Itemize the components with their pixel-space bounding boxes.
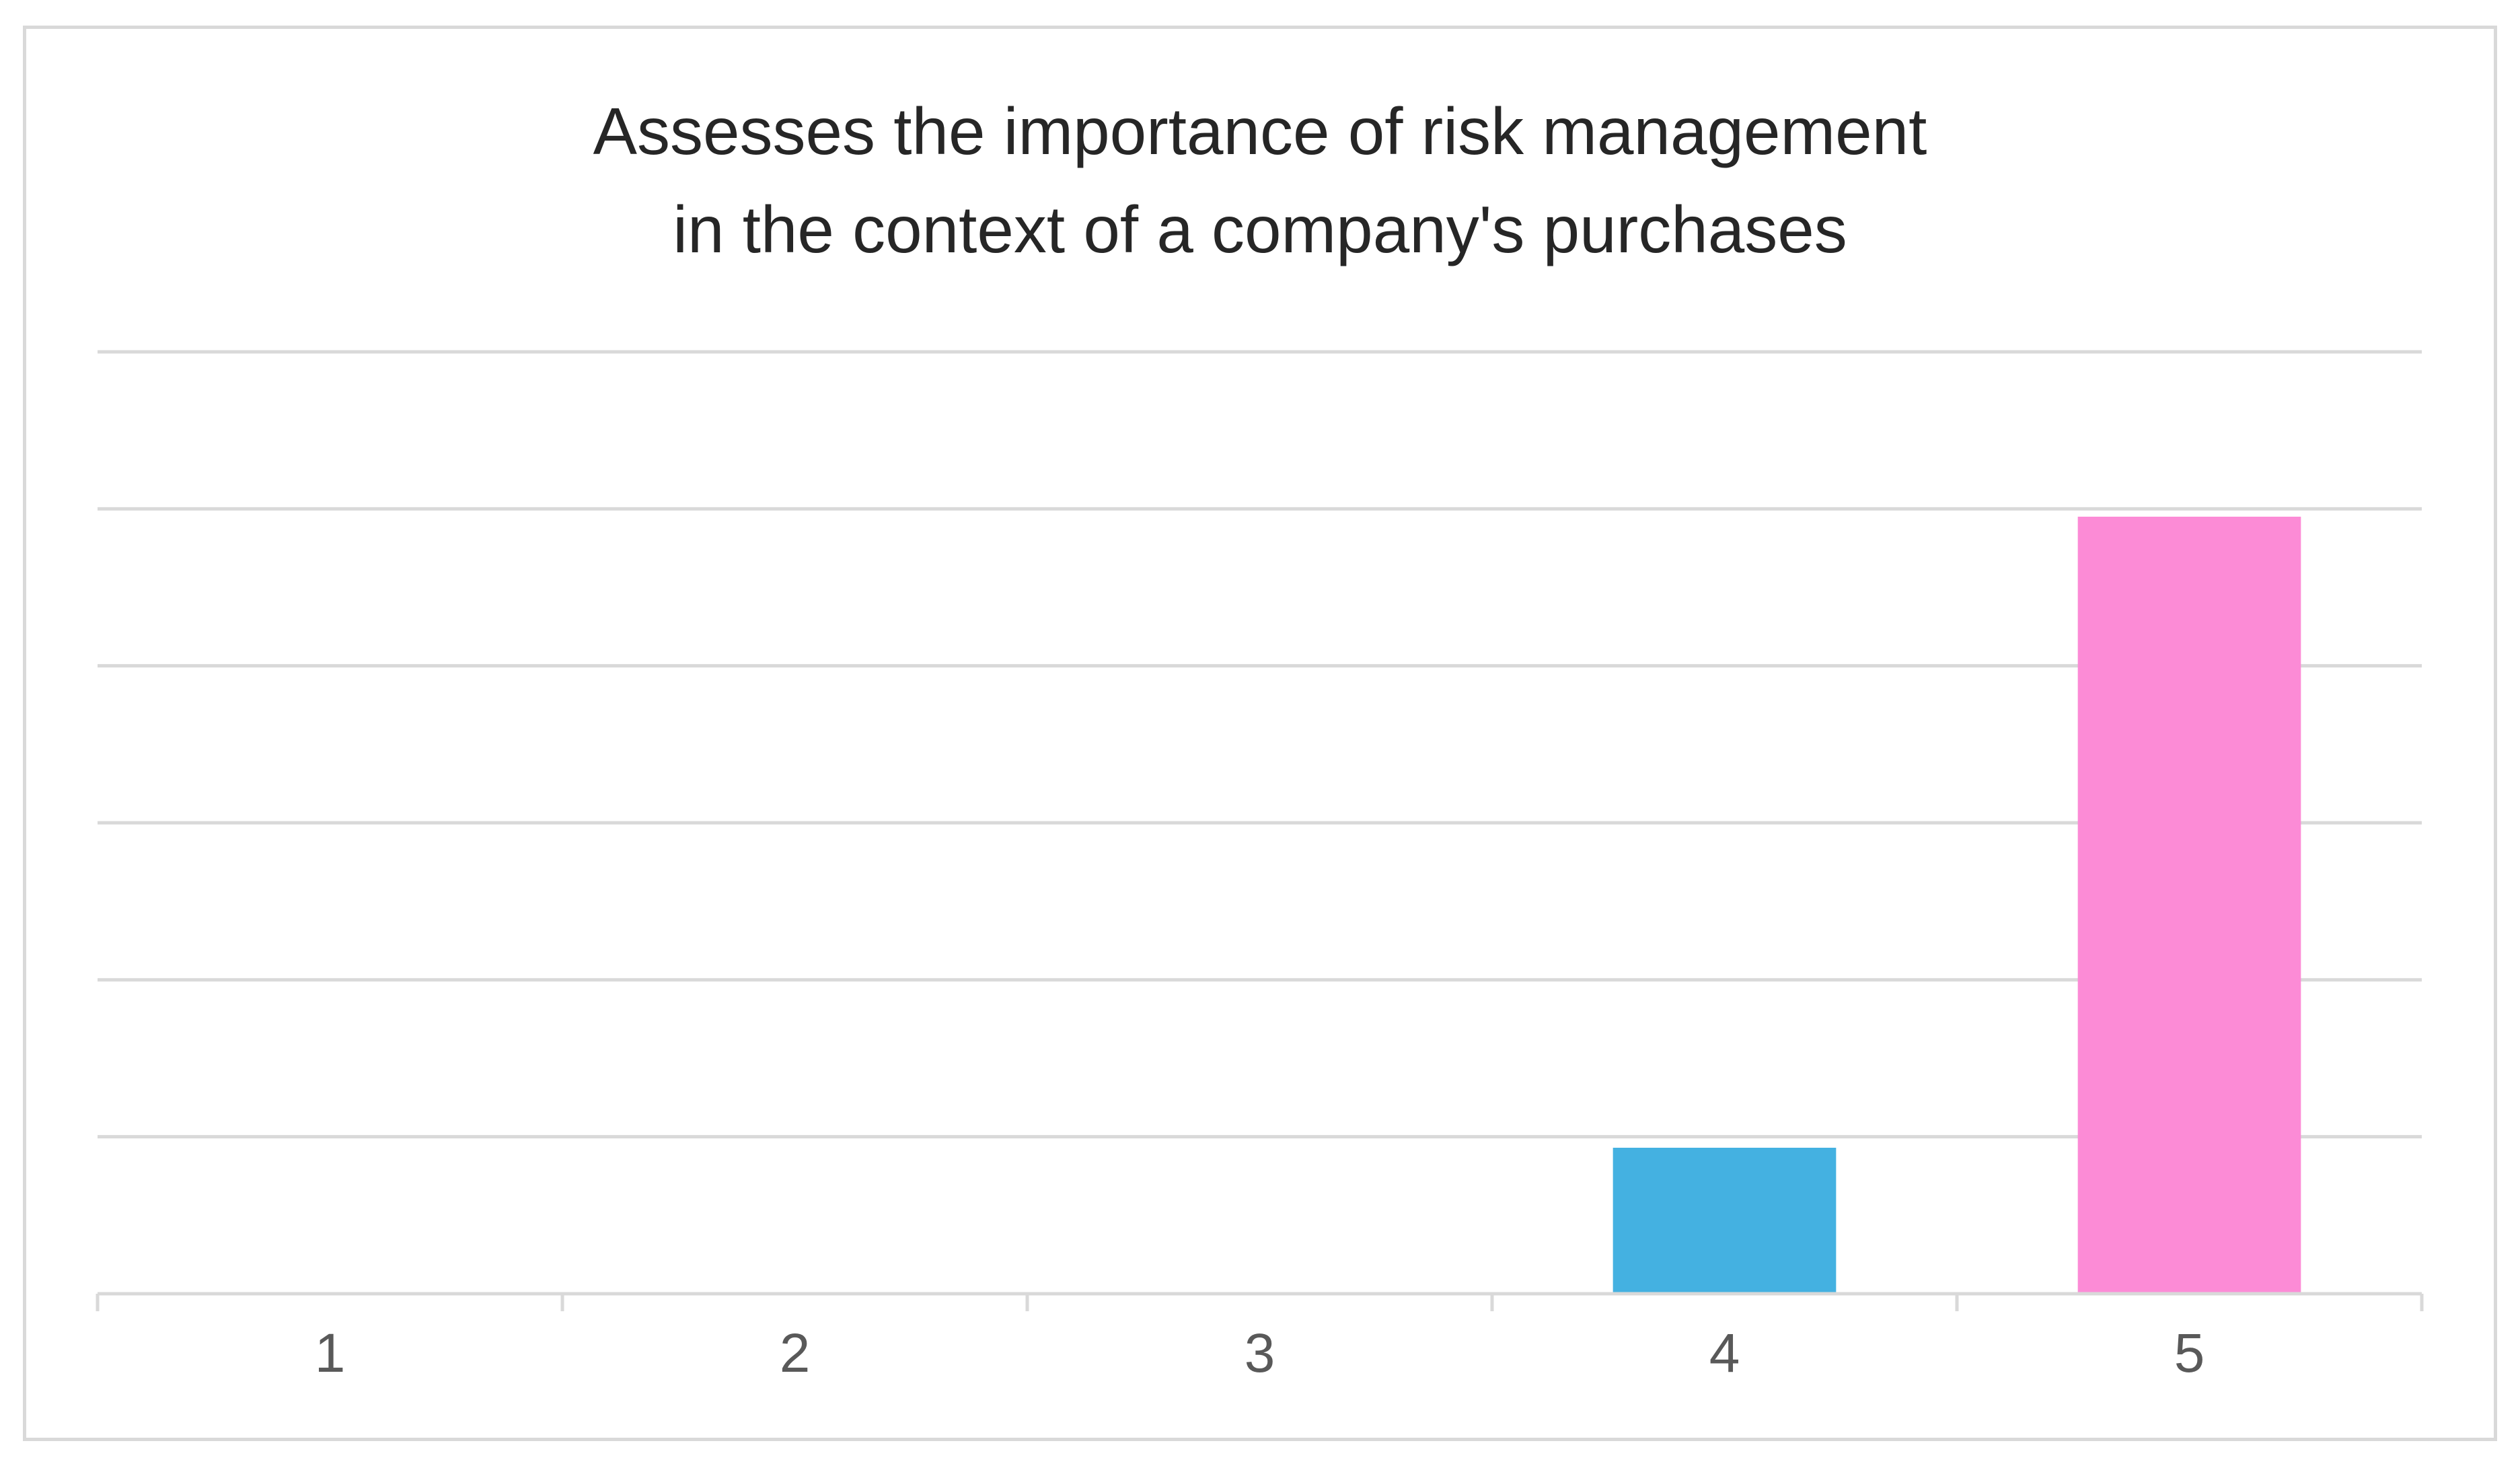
- x-tick-label-1: 1: [315, 1323, 346, 1384]
- bar-4: [1613, 1148, 1837, 1294]
- chart-title-line-2: in the context of a company's purchases: [673, 192, 1847, 266]
- bars: [1613, 517, 2301, 1294]
- x-tick-label-5: 5: [2174, 1323, 2205, 1384]
- gridlines: [98, 350, 2422, 1139]
- x-tick-label-4: 4: [1709, 1323, 1740, 1384]
- x-tick-labels: 1 2 3 4 5: [315, 1323, 2205, 1384]
- bar-5: [2077, 517, 2301, 1294]
- chart-title: Assesses the importance of risk manageme…: [0, 82, 2520, 279]
- x-axis: [96, 1292, 2424, 1311]
- x-tick-label-2: 2: [780, 1323, 811, 1384]
- x-tick-label-3: 3: [1245, 1323, 1275, 1384]
- chart-title-line-1: Assesses the importance of risk manageme…: [593, 94, 1927, 168]
